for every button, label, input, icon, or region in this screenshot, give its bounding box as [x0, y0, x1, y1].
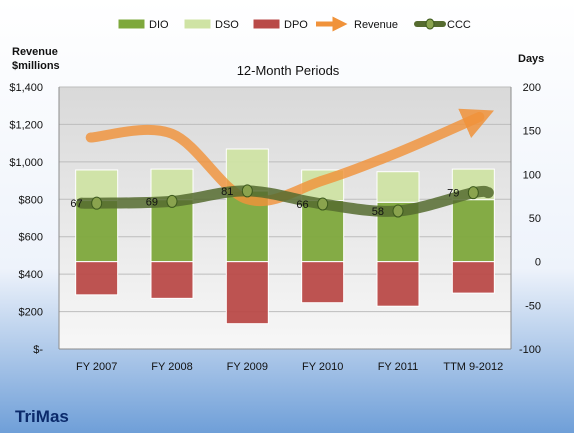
ccc-data-label: 66: [296, 199, 308, 211]
legend-swatch-dpo: [252, 18, 281, 30]
axes-layer: $- $200 $400 $600 $800 $1,000 $1,200 $1,400 -100…: [9, 82, 541, 373]
x-tick-label: FY 2007: [76, 361, 117, 373]
ccc-point: [166, 194, 178, 208]
bar-dpo: [301, 261, 345, 304]
left-axis-title-line1: Revenue: [12, 46, 58, 58]
legend-label-dso: DSO: [215, 19, 239, 31]
right-tick-label: 200: [523, 82, 541, 94]
left-tick-label: $400: [19, 269, 43, 281]
right-tick-label: 150: [523, 126, 541, 138]
chart-title: 12-Month Periods: [237, 63, 340, 78]
right-tick-label: -50: [525, 300, 541, 312]
ccc-data-label: 79: [447, 188, 459, 200]
x-tick-label: FY 2009: [227, 361, 268, 373]
ccc-point: [392, 204, 404, 218]
legend-ccc-marker: [425, 18, 435, 30]
ccc-point: [91, 196, 103, 210]
bar-dpo: [451, 261, 495, 294]
ccc-data-label: 67: [70, 198, 82, 210]
x-tick-label: FY 2011: [378, 361, 419, 373]
right-tick-label: 50: [529, 213, 541, 225]
bar-dpo: [150, 261, 194, 299]
bar-dpo: [376, 261, 420, 307]
legend-swatch-dio: [117, 18, 146, 30]
plot-area: [59, 87, 511, 349]
x-tick-label: FY 2008: [151, 361, 192, 373]
legend-swatch-dso: [183, 18, 212, 30]
x-tick-label: TTM 9-2012: [443, 361, 503, 373]
legend-layer: DIO DSO DPO Revenue CCC: [117, 16, 471, 32]
legend-label-ccc: CCC: [447, 19, 471, 31]
right-tick-label: -100: [519, 344, 541, 356]
company-name: TriMas: [15, 407, 69, 426]
right-tick-label: 100: [523, 169, 541, 181]
left-tick-label: $1,000: [9, 157, 43, 169]
x-tick-label: FY 2010: [302, 361, 343, 373]
left-tick-label: $800: [19, 194, 43, 206]
legend-label-dio: DIO: [149, 19, 169, 31]
left-tick-label: $200: [19, 307, 43, 319]
left-axis-title-line2: $millions: [12, 60, 60, 72]
legend-label-revenue: Revenue: [354, 19, 398, 31]
right-axis-title: Days: [518, 53, 544, 65]
ccc-data-label: 69: [146, 196, 158, 208]
legend-label-dpo: DPO: [284, 19, 308, 31]
left-tick-label: $1,400: [9, 82, 43, 94]
ccc-data-label: 81: [221, 186, 233, 198]
bar-dso: [376, 171, 420, 203]
bar-dpo: [75, 261, 119, 296]
bar-dso: [75, 169, 119, 202]
ccc-point: [317, 197, 329, 211]
bar-dpo: [225, 261, 269, 325]
bar-dio: [75, 200, 119, 263]
ccc-data-label: 58: [372, 206, 384, 218]
lines-layer: 67 69 81 66 58 79: [70, 108, 494, 218]
bar-dio: [451, 199, 495, 263]
left-tick-label: $-: [33, 344, 43, 356]
ccc-point: [467, 186, 479, 200]
left-tick-label: $600: [19, 232, 43, 244]
left-tick-label: $1,200: [9, 119, 43, 131]
ccc-line: [76, 185, 494, 217]
bars-layer: [75, 148, 495, 325]
bar-dio: [150, 199, 194, 263]
right-tick-label: 0: [535, 257, 541, 269]
bar-dso: [225, 148, 269, 192]
ccc-point: [241, 184, 253, 198]
